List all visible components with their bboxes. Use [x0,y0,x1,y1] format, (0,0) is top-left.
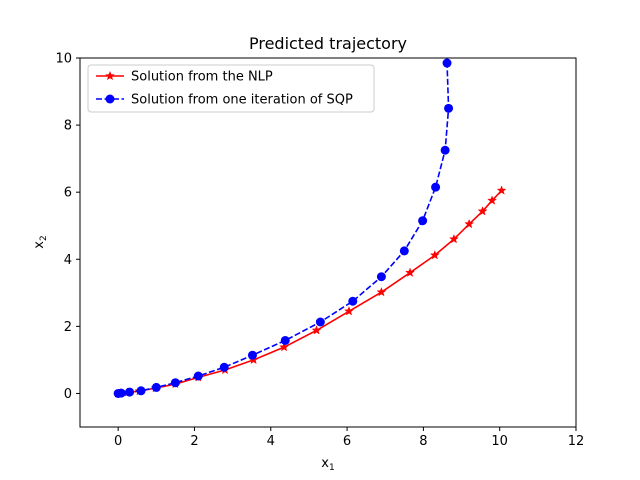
x-axis-label-base: x [321,456,329,471]
series-1-point [477,206,488,216]
plot-frame [79,57,577,428]
y-tick-label: 2 [64,320,72,335]
legend-marker [105,70,115,81]
chart-title: Predicted trajectory [249,34,407,53]
series-2-point [376,272,386,282]
series-2-point [170,378,180,388]
series-1-point [405,267,415,277]
y-axis-label: x2 [32,235,49,248]
series-2-point [315,317,325,327]
series-2-point [444,103,454,113]
legend-entry-2: Solution from one iteration of SQP [96,93,353,108]
legend-entry-1: Solution from the NLP [96,70,273,85]
y-tick-label: 10 [55,52,72,67]
series-2-point [136,386,146,396]
y-tick-label: 6 [64,186,72,201]
series-1-point [376,286,387,297]
series-2-point [399,246,409,256]
series-1-point [464,218,475,229]
series-1-point [487,195,498,205]
series-1-point [496,185,507,195]
x-tick-label: 12 [568,434,585,449]
series-2-point [193,371,203,381]
series-1-point [429,250,440,260]
x-tick-label: 6 [343,434,351,449]
series-2-point [116,388,126,398]
y-tick-label: 8 [64,119,72,134]
y-tick-label: 4 [64,253,72,268]
series-1-point [279,341,290,352]
series-1-point [448,233,459,244]
series-1-point [344,306,354,316]
series-2-point [348,296,358,306]
legend-label: Solution from the NLP [131,70,273,85]
legend-marker [105,94,115,104]
x-axis-label-sub: 1 [329,463,335,473]
x-tick-label: 4 [267,434,275,449]
series-2-point [280,335,290,345]
series-2-point [440,145,450,155]
y-tick-label: 0 [64,387,72,402]
series-2-point [151,382,161,392]
series-2-point [125,387,135,397]
series-layer [113,58,507,398]
series-2-point [442,58,452,68]
legend-box [87,64,375,113]
series-2-point [418,216,428,226]
y-axis-label-sub: 2 [39,235,49,241]
x-tick-label: 0 [114,434,122,449]
legend: Solution from the NLP Solution from one i… [87,64,375,113]
x-tick-label: 10 [491,434,508,449]
legend-label: Solution from one iteration of SQP [131,93,353,108]
series-2 [113,58,454,398]
series-2-point [431,182,441,192]
plot-background [80,58,576,427]
series-2-point [247,350,257,360]
x-tick-label: 8 [419,434,427,449]
axes-layer: 0 2 4 6 8 10 12 0 2 4 6 8 10 [55,52,584,450]
plot-area [80,58,576,427]
series-1-point [311,325,322,335]
x-axis-label: x1 [321,456,334,473]
series-2-point [219,362,229,372]
x-tick-label: 2 [190,434,198,449]
y-axis-label-base: x [32,241,47,249]
